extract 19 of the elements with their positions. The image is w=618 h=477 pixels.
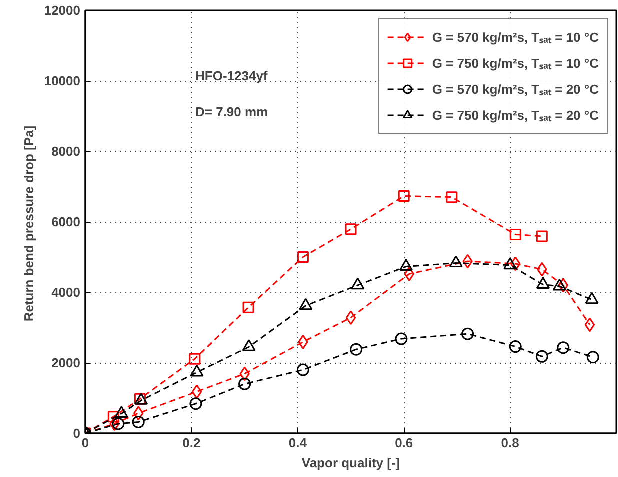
y-tick-label: 8000 [52, 144, 80, 159]
legend-label: G = 570 kg/m²s, Tₛₐₜ = 20 °C [432, 81, 599, 98]
annotation: D= 7.90 mm [196, 104, 268, 120]
x-tick-label: 0.6 [395, 436, 414, 450]
legend-label: G = 750 kg/m²s, Tₛₐₜ = 10 °C [432, 55, 599, 72]
y-axis-title: Return bend pressure drop [Pa] [21, 126, 36, 322]
y-tick-label: 0 [73, 426, 81, 441]
y-tick-label: 2000 [52, 356, 80, 370]
y-tick-label: 10000 [44, 74, 81, 88]
x-tick-label: 0.8 [501, 436, 520, 450]
x-tick-label: 0.2 [182, 436, 201, 450]
annotation: HFO-1234yf [196, 68, 268, 84]
x-axis-title: Vapor quality [-] [302, 456, 400, 470]
y-tick-label: 6000 [52, 214, 80, 230]
legend-label: G = 750 kg/m²s, Tₛₐₜ = 20 °C [432, 107, 599, 124]
y-tick-label: 4000 [52, 285, 80, 300]
y-tick-label: 12000 [44, 3, 81, 18]
x-tick-label: 0.4 [288, 436, 308, 450]
legend-label: G = 570 kg/m²s, Tₛₐₜ = 10 °C [432, 29, 599, 46]
